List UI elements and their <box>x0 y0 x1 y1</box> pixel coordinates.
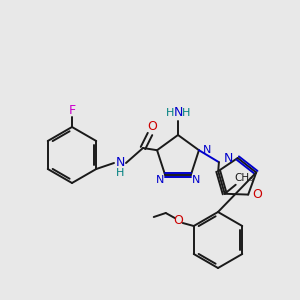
Text: O: O <box>147 121 157 134</box>
Text: O: O <box>173 214 183 227</box>
Text: H: H <box>166 108 174 118</box>
Text: N: N <box>192 175 200 185</box>
Text: H: H <box>116 168 124 178</box>
Text: N: N <box>173 106 183 119</box>
Text: H: H <box>182 108 190 118</box>
Text: O: O <box>252 188 262 201</box>
Text: F: F <box>68 104 76 118</box>
Text: N: N <box>203 145 211 155</box>
Text: N: N <box>115 157 125 169</box>
Text: N: N <box>156 175 164 185</box>
Text: CH₃: CH₃ <box>234 173 253 183</box>
Text: N: N <box>224 152 233 164</box>
